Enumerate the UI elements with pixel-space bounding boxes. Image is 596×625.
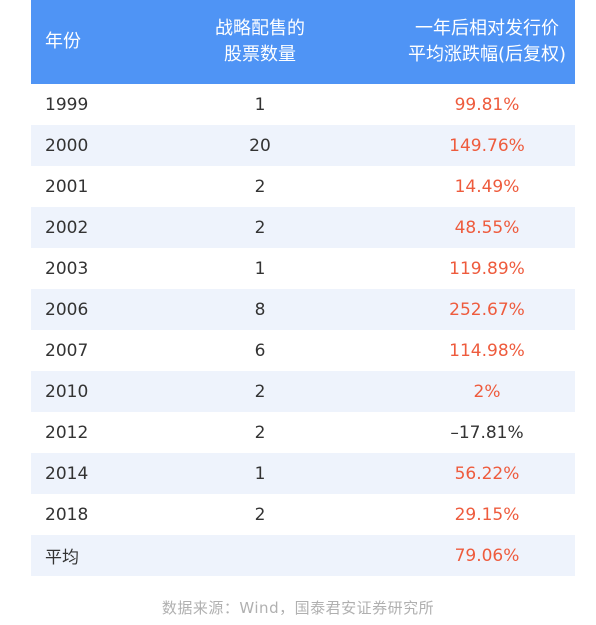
count-cell: 2 xyxy=(254,422,266,443)
count-cell: 2 xyxy=(254,217,266,238)
table-row: 2003 1 119.89% xyxy=(31,248,575,289)
count-cell: 2 xyxy=(254,176,266,197)
header-year: 年份 xyxy=(45,31,81,52)
change-cell: 14.49% xyxy=(454,176,520,197)
table-row: 2007 6 114.98% xyxy=(31,330,575,371)
year-cell: 2010 xyxy=(45,381,89,402)
change-cell: 29.15% xyxy=(454,504,520,525)
change-cell: 149.76% xyxy=(449,135,525,156)
average-label: 平均 xyxy=(45,548,79,568)
count-cell: 1 xyxy=(254,463,266,484)
header-share-count: 战略配售的 股票数量 xyxy=(121,0,399,84)
count-cell: 2 xyxy=(254,504,266,525)
table-row: 2000 20 149.76% xyxy=(31,125,575,166)
count-cell: 20 xyxy=(249,135,271,156)
change-cell: 252.67% xyxy=(449,299,525,320)
average-row: 平均 79.06% xyxy=(31,535,575,576)
change-cell: 48.55% xyxy=(454,217,520,238)
table-row: 2006 8 252.67% xyxy=(31,289,575,330)
average-change-cell: 79.06% xyxy=(454,545,520,566)
count-cell: 6 xyxy=(254,340,266,361)
year-cell: 2000 xyxy=(45,135,89,156)
change-cell: 114.98% xyxy=(449,340,525,361)
table-row: 1999 1 99.81% xyxy=(31,84,575,125)
source-note: 数据来源：Wind，国泰君安证券研究所 xyxy=(161,599,435,617)
header-share-count-line1: 战略配售的 xyxy=(215,18,305,39)
year-cell: 2001 xyxy=(45,176,89,197)
table-header: 年份 战略配售的 股票数量 一年后相对发行价 平均涨跌幅(后复权) xyxy=(31,0,575,84)
table-row: 2012 2 –17.81% xyxy=(31,412,575,453)
header-average-change-line2: 平均涨跌幅(后复权) xyxy=(407,44,567,65)
change-cell: 2% xyxy=(473,381,501,402)
table-row: 2018 2 29.15% xyxy=(31,494,575,535)
table-row: 2014 1 56.22% xyxy=(31,453,575,494)
table-row: 2001 2 14.49% xyxy=(31,166,575,207)
count-cell: 8 xyxy=(254,299,266,320)
table-row: 2002 2 48.55% xyxy=(31,207,575,248)
count-cell: 2 xyxy=(254,381,266,402)
year-cell: 2002 xyxy=(45,217,89,238)
change-cell: –17.81% xyxy=(450,422,524,443)
data-table: 年份 战略配售的 股票数量 一年后相对发行价 平均涨跌幅(后复权) 1999 1… xyxy=(31,0,575,576)
change-cell: 99.81% xyxy=(454,94,520,115)
header-average-change: 一年后相对发行价 平均涨跌幅(后复权) xyxy=(399,0,575,84)
count-cell: 1 xyxy=(254,258,266,279)
year-cell: 2007 xyxy=(45,340,89,361)
table-row: 2010 2 2% xyxy=(31,371,575,412)
year-cell: 2014 xyxy=(45,463,89,484)
header-average-change-line1: 一年后相对发行价 xyxy=(414,18,559,39)
year-cell: 2018 xyxy=(45,504,89,525)
change-cell: 56.22% xyxy=(454,463,520,484)
year-cell: 2012 xyxy=(45,422,89,443)
change-cell: 119.89% xyxy=(449,258,525,279)
year-cell: 2003 xyxy=(45,258,89,279)
count-cell: 1 xyxy=(254,94,266,115)
year-cell: 1999 xyxy=(45,94,89,115)
year-cell: 2006 xyxy=(45,299,89,320)
header-share-count-line2: 股票数量 xyxy=(224,44,296,65)
